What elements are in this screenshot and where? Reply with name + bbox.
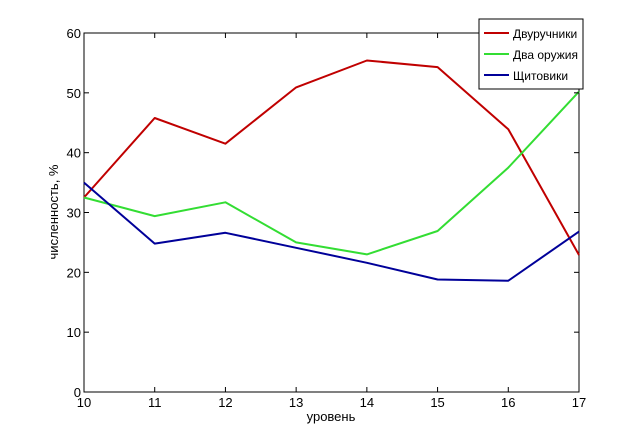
y-tick-label: 60 bbox=[67, 26, 81, 41]
x-tick-label: 10 bbox=[77, 395, 91, 410]
y-tick-label: 0 bbox=[74, 385, 81, 400]
x-tick-label: 16 bbox=[501, 395, 515, 410]
y-tick-label: 20 bbox=[67, 265, 81, 280]
y-tick-label: 40 bbox=[67, 146, 81, 161]
x-axis-label: уровень bbox=[307, 409, 356, 424]
y-tick-label: 50 bbox=[67, 86, 81, 101]
legend-label: Щитовики bbox=[513, 69, 568, 83]
x-tick-label: 14 bbox=[360, 395, 374, 410]
series-line-1 bbox=[83, 59, 580, 256]
legend-label: Двуручники bbox=[513, 27, 577, 41]
series-line-3 bbox=[83, 181, 580, 282]
legend: Двуручники Два оружия Щитовики bbox=[478, 18, 584, 90]
plot-area bbox=[83, 32, 580, 393]
y-axis-label: численность, % bbox=[46, 164, 61, 259]
x-tick-label: 17 bbox=[572, 395, 586, 410]
y-tick-label: 10 bbox=[67, 325, 81, 340]
series-layer bbox=[83, 59, 580, 282]
x-tick-label: 11 bbox=[148, 395, 162, 410]
series-line-2 bbox=[83, 90, 580, 256]
x-tick-label: 15 bbox=[430, 395, 444, 410]
y-tick-label: 30 bbox=[67, 206, 81, 221]
x-tick-label: 13 bbox=[289, 395, 303, 410]
x-tick-label: 12 bbox=[218, 395, 232, 410]
legend-label: Два оружия bbox=[513, 48, 578, 62]
